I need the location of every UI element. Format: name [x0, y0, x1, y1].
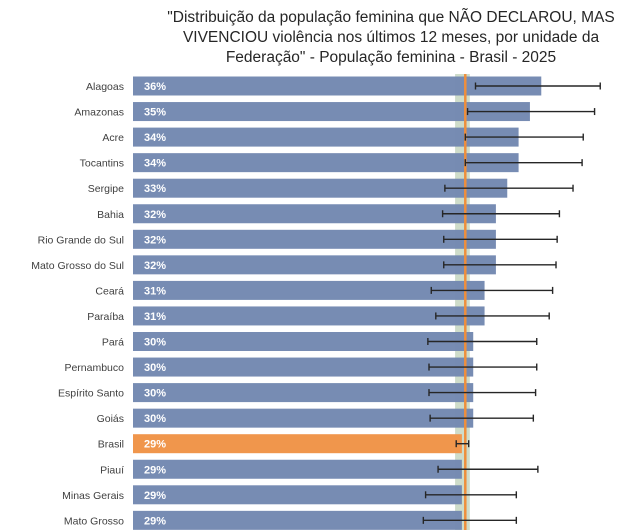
category-label-15: Piauí	[100, 464, 124, 476]
bar-3	[133, 153, 519, 173]
bar-7	[133, 255, 496, 275]
value-label-9: 31%	[144, 311, 166, 323]
value-label-14: 29%	[144, 439, 166, 451]
chart-title: "Distribuição da população feminina que …	[150, 8, 632, 68]
bar-11	[133, 357, 474, 377]
category-label-2: Acre	[102, 132, 124, 144]
category-label-5: Bahia	[97, 209, 124, 221]
value-label-5: 32%	[144, 209, 166, 221]
bar-15	[133, 459, 462, 479]
category-label-4: Sergipe	[88, 183, 124, 195]
bar-13	[133, 408, 474, 428]
value-label-16: 29%	[144, 490, 166, 502]
bar-9	[133, 306, 485, 326]
value-label-4: 33%	[144, 183, 166, 195]
chart-title-line-3: Federação" - População feminina - Brasil…	[225, 49, 557, 66]
category-label-3: Tocantins	[80, 158, 124, 170]
category-label-9: Paraíba	[87, 311, 124, 323]
category-label-1: Amazonas	[74, 107, 124, 119]
value-label-15: 29%	[144, 464, 166, 476]
category-label-6: Rio Grande do Sul	[38, 234, 124, 246]
bar-1	[133, 102, 530, 122]
category-label-17: Mato Grosso	[64, 515, 124, 527]
category-label-16: Minas Gerais	[62, 490, 124, 502]
bar-4	[133, 178, 508, 198]
value-label-17: 29%	[144, 515, 166, 527]
value-label-8: 31%	[144, 285, 166, 297]
bar-8	[133, 280, 485, 300]
value-label-1: 35%	[144, 107, 166, 119]
category-label-0: Alagoas	[86, 81, 124, 93]
bar-6	[133, 229, 496, 249]
category-label-10: Pará	[102, 337, 124, 349]
bar-12	[133, 383, 474, 403]
bar-14	[133, 434, 462, 454]
value-label-13: 30%	[144, 413, 166, 425]
value-label-11: 30%	[144, 362, 166, 374]
category-label-14: Brasil	[98, 439, 124, 451]
bar-16	[133, 485, 462, 505]
bar-10	[133, 332, 474, 351]
category-label-12: Espírito Santo	[58, 388, 124, 400]
category-label-11: Pernambuco	[64, 362, 124, 374]
bar-2	[133, 127, 519, 147]
value-label-0: 36%	[144, 81, 166, 93]
value-label-2: 34%	[144, 132, 166, 144]
value-label-12: 30%	[144, 388, 166, 400]
value-label-7: 32%	[144, 260, 166, 272]
bar-0	[133, 76, 542, 96]
chart-title-line-2: VIVENCIOU violência nos últimos 12 meses…	[182, 29, 600, 46]
value-label-10: 30%	[144, 337, 166, 349]
value-label-3: 34%	[144, 158, 166, 170]
bar-17	[133, 510, 462, 530]
category-label-8: Ceará	[95, 285, 124, 297]
category-label-13: Goiás	[97, 413, 124, 425]
chart-title-line-1: "Distribuição da população feminina que …	[167, 9, 615, 26]
category-label-7: Mato Grosso do Sul	[31, 260, 124, 272]
bar-5	[133, 204, 496, 224]
value-label-6: 32%	[144, 234, 166, 246]
